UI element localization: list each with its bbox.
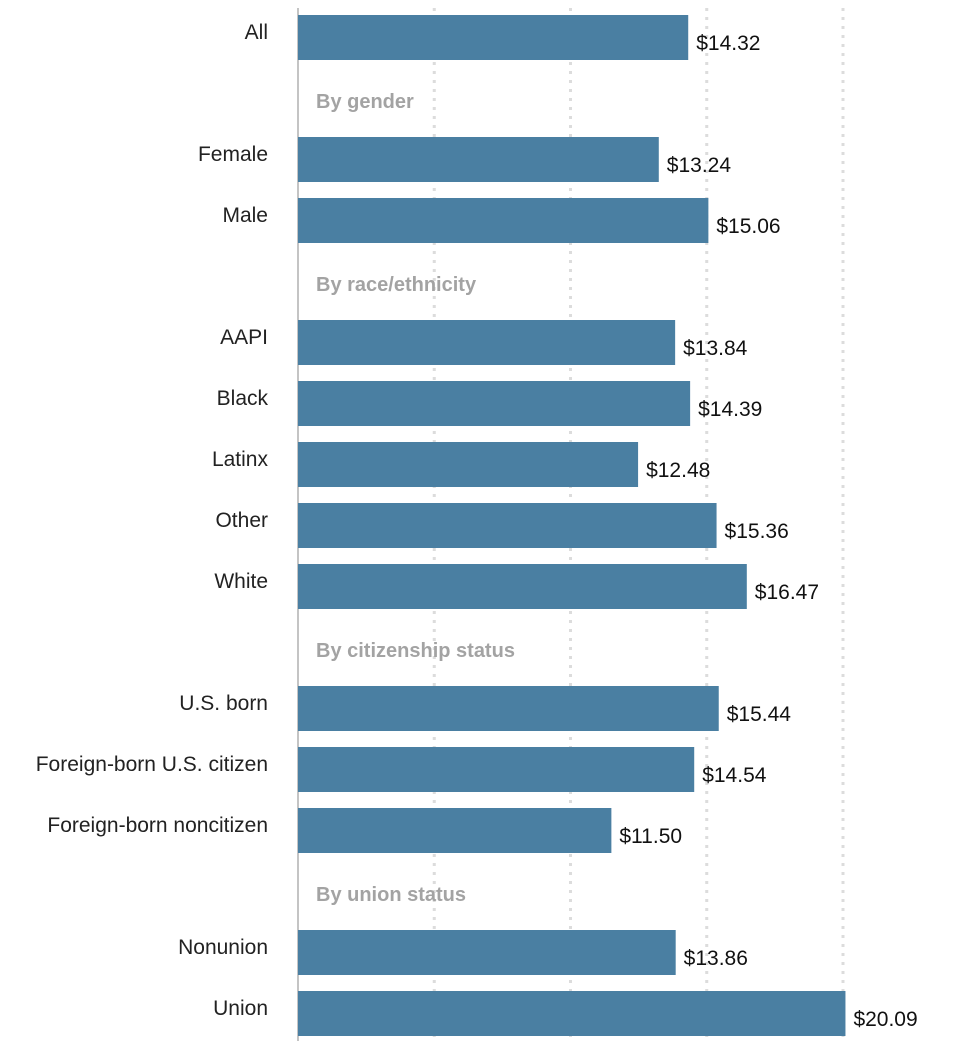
category-label: Foreign-born noncitizen — [47, 814, 268, 837]
group-label: By race/ethnicity — [316, 274, 477, 296]
bar — [298, 503, 717, 548]
value-label: $20.09 — [853, 1008, 917, 1031]
value-label: $15.36 — [725, 520, 789, 543]
value-label: $15.06 — [716, 215, 780, 238]
value-label: $13.24 — [667, 154, 732, 177]
bar — [298, 137, 659, 182]
group-label: By gender — [316, 91, 414, 113]
group-label: By union status — [316, 884, 466, 906]
category-label: White — [214, 570, 268, 593]
value-label: $15.44 — [727, 703, 792, 726]
category-label: Latinx — [212, 448, 269, 471]
value-label: $13.84 — [683, 337, 748, 360]
category-label: U.S. born — [179, 692, 268, 715]
category-label: Female — [198, 143, 268, 166]
bar — [298, 198, 709, 243]
category-label: All — [245, 21, 268, 44]
bar — [298, 381, 691, 426]
category-label: Male — [222, 204, 268, 227]
category-label: Nonunion — [178, 936, 268, 959]
category-label: Black — [217, 387, 269, 410]
bars — [298, 15, 846, 1036]
category-label: Other — [215, 509, 268, 532]
bar — [298, 320, 676, 365]
value-label: $16.47 — [755, 581, 819, 604]
value-label: $14.54 — [702, 764, 767, 787]
value-label: $11.50 — [619, 825, 682, 848]
bar — [298, 442, 639, 487]
bar — [298, 808, 612, 853]
category-label: Union — [213, 997, 268, 1020]
labels: All $14.32 By gender Female $13.24 Male $15.06… — [36, 21, 918, 1031]
bar — [298, 747, 695, 792]
value-label: $12.48 — [646, 459, 710, 482]
bar — [298, 991, 846, 1036]
category-label: AAPI — [220, 326, 268, 349]
bar — [298, 564, 747, 609]
value-label: $14.39 — [698, 398, 762, 421]
value-label: $14.32 — [696, 32, 760, 55]
value-label: $13.86 — [684, 947, 748, 970]
group-label: By citizenship status — [316, 640, 515, 662]
category-label: Foreign-born U.S. citizen — [36, 753, 268, 776]
bar — [298, 15, 689, 60]
bar — [298, 686, 719, 731]
bar — [298, 930, 676, 975]
